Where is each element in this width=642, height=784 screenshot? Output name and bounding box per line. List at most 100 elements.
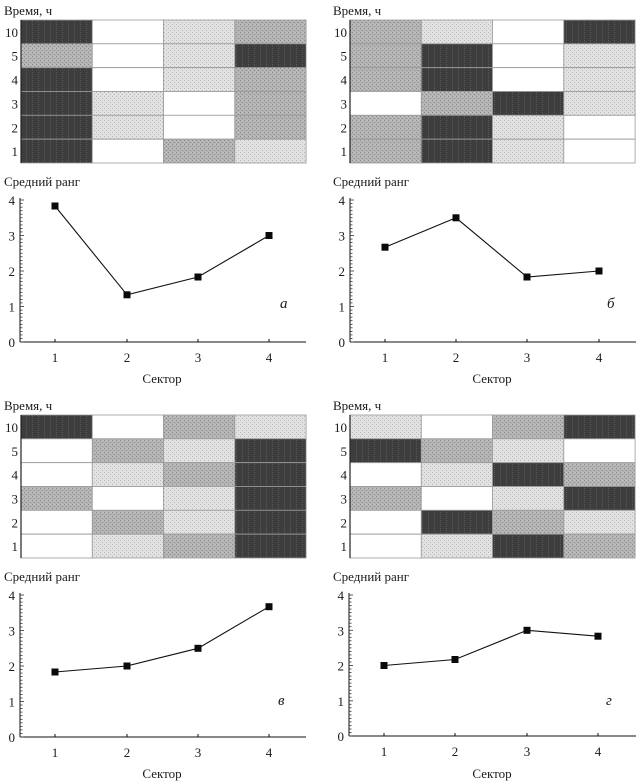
- heatmap-cell-r2-s3-rank1: [163, 114, 236, 140]
- x-tick-label: 3: [195, 350, 202, 365]
- heatmap-cell-r10-s2-rank2: [420, 19, 493, 45]
- heatmap-row-label: 3: [341, 96, 348, 111]
- x-tick-label: 1: [52, 350, 59, 365]
- heatmap-a: Время, ч 10 5 4 3 2 1: [4, 3, 307, 164]
- line-chart-a: Средний ранг 0 1 2 3 4 1 2 3 4 Сектор а: [4, 174, 306, 386]
- data-point-sector-3: [194, 644, 202, 652]
- x-tick-label: 4: [266, 350, 273, 365]
- heatmap-row-label: 4: [341, 73, 348, 88]
- heatmap-cell-r5-s1-rank1: [20, 438, 93, 463]
- data-point-sector-2: [451, 656, 459, 663]
- heatmap-row-labels: 10 5 4 3 2 1: [334, 420, 348, 554]
- heatmap-cell-r4-s4-rank3: [234, 67, 307, 92]
- heatmap-cell-r4-s4-rank3: [563, 462, 636, 487]
- y-tick-label: 0: [9, 335, 16, 350]
- x-tick-label: 1: [381, 744, 388, 759]
- heatmap-row-label: 4: [12, 73, 19, 88]
- x-tick-label: 1: [52, 745, 59, 760]
- axes: 0 1 2 3 4 1 2 3 4: [339, 193, 636, 365]
- heatmap-cell-r3-s4-rank3: [234, 91, 307, 116]
- heatmap-row-labels: 10 5 4 3 2 1: [5, 25, 19, 159]
- x-tick-label: 2: [452, 744, 459, 759]
- heatmap-cell-r1-s1-rank1: [349, 533, 422, 559]
- panel-letter: г: [606, 693, 612, 709]
- y-tick-label: 4: [9, 588, 16, 603]
- series: [51, 202, 273, 299]
- heatmap-cell-r3-s4-rank2: [563, 91, 636, 116]
- heatmap-ylabel: Время, ч: [333, 3, 382, 18]
- heatmap-cell-r2-s2-rank3: [91, 509, 165, 535]
- heatmap-row-label: 5: [12, 49, 19, 64]
- heatmap-cell-r5-s4-rank4: [234, 43, 307, 68]
- y-tick-label: 1: [338, 694, 345, 709]
- heatmap-cells: [349, 19, 636, 164]
- series-line: [383, 629, 599, 667]
- heatmap-cell-r2-s2-rank4: [420, 114, 493, 140]
- heatmap-row-label: 1: [12, 144, 19, 159]
- heatmap-cell-r2-s4-rank1: [563, 114, 636, 140]
- heatmap-cell-r3-s2-rank3: [420, 91, 493, 116]
- heatmap-cell-r10-s1-rank4: [20, 19, 93, 45]
- heatmap-cell-r2-s1-rank3: [349, 114, 422, 140]
- line-chart-v: Средний ранг 0 1 2 3 4 1 2 3 4 Сектор в: [4, 569, 306, 781]
- heatmap-cell-r1-s2-rank4: [420, 138, 493, 164]
- data-point-sector-3: [523, 626, 531, 634]
- heatmap-cell-r5-s2-rank3: [91, 438, 165, 463]
- heatmap-cell-r3-s2-rank1: [91, 486, 165, 511]
- heatmap-cell-r1-s3-rank4: [492, 533, 565, 559]
- heatmap-cell-r5-s1-rank3: [349, 43, 422, 68]
- heatmap-b: Время, ч 10 5 4 3 2 1: [333, 3, 636, 164]
- heatmap-cell-r4-s4-rank2: [563, 67, 636, 92]
- heatmap-cell-r4-s1-rank3: [349, 67, 422, 92]
- y-tick-label: 4: [339, 193, 346, 208]
- heatmap-row-label: 5: [12, 444, 19, 459]
- heatmap-cell-r4-s3-rank4: [492, 462, 565, 487]
- line-chart-b: Средний ранг 0 1 2 3 4 1 2 3 4 Сектор б: [333, 174, 636, 386]
- heatmap-cell-r2-s3-rank2: [492, 114, 565, 140]
- heatmap-cell-r2-s3-rank3: [492, 509, 565, 535]
- line-ylabel: Средний ранг: [333, 569, 409, 584]
- heatmap-cell-r2-s1-rank1: [349, 509, 422, 535]
- line-ylabel: Средний ранг: [4, 569, 80, 584]
- heatmap-cell-r10-s2-rank1: [420, 414, 493, 440]
- heatmap-cells: [20, 19, 307, 164]
- heatmap-cell-r4-s1-rank1: [349, 462, 422, 487]
- line-chart-g: Средний ранг 0 1 2 3 4 1 2 3 4 Сектор г: [333, 569, 636, 781]
- data-point-sector-3: [194, 273, 202, 281]
- heatmap-cell-r2-s4-rank3: [234, 114, 307, 140]
- heatmap-cell-r1-s4-rank3: [563, 533, 636, 559]
- heatmap-cell-r2-s3-rank2: [163, 509, 236, 535]
- heatmap-cell-r10-s1-rank2: [349, 414, 422, 440]
- heatmap-cell-r3-s1-rank3: [349, 486, 422, 511]
- heatmap-cell-r2-s2-rank2: [91, 114, 165, 140]
- heatmap-cell-r10-s3-rank3: [163, 414, 236, 440]
- heatmap-row-label: 5: [341, 49, 348, 64]
- data-point-sector-1: [51, 668, 59, 676]
- heatmap-cell-r3-s3-rank2: [163, 486, 236, 511]
- heatmap-cell-r1-s2-rank1: [91, 138, 165, 164]
- y-tick-label: 3: [338, 623, 345, 638]
- heatmap-cell-r5-s3-rank2: [163, 438, 236, 463]
- heatmap-cell-r3-s1-rank1: [349, 91, 422, 116]
- heatmap-cell-r4-s3-rank1: [492, 67, 565, 92]
- heatmap-cell-r5-s4-rank1: [563, 438, 636, 463]
- heatmap-cell-r4-s2-rank4: [420, 67, 493, 92]
- data-point-sector-1: [51, 202, 59, 210]
- heatmap-cell-r5-s4-rank4: [234, 438, 307, 463]
- heatmap-cell-r3-s1-rank4: [20, 91, 93, 116]
- heatmap-cell-r5-s1-rank4: [349, 438, 422, 463]
- heatmap-cell-r2-s2-rank4: [420, 509, 493, 535]
- heatmap-cell-r1-s4-rank2: [234, 138, 307, 164]
- data-point-sector-2: [452, 214, 460, 222]
- x-tick-label: 4: [266, 745, 273, 760]
- heatmap-cell-r1-s4-rank1: [563, 138, 636, 164]
- series: [51, 603, 273, 676]
- heatmap-cell-r5-s2-rank4: [420, 43, 493, 68]
- y-tick-label: 4: [338, 588, 345, 603]
- series: [380, 626, 602, 669]
- axes: 0 1 2 3 4 1 2 3 4: [9, 193, 306, 365]
- heatmap-row-label: 10: [5, 420, 18, 435]
- x-tick-label: 3: [195, 745, 202, 760]
- heatmap-cell-r3-s4-rank4: [563, 486, 636, 511]
